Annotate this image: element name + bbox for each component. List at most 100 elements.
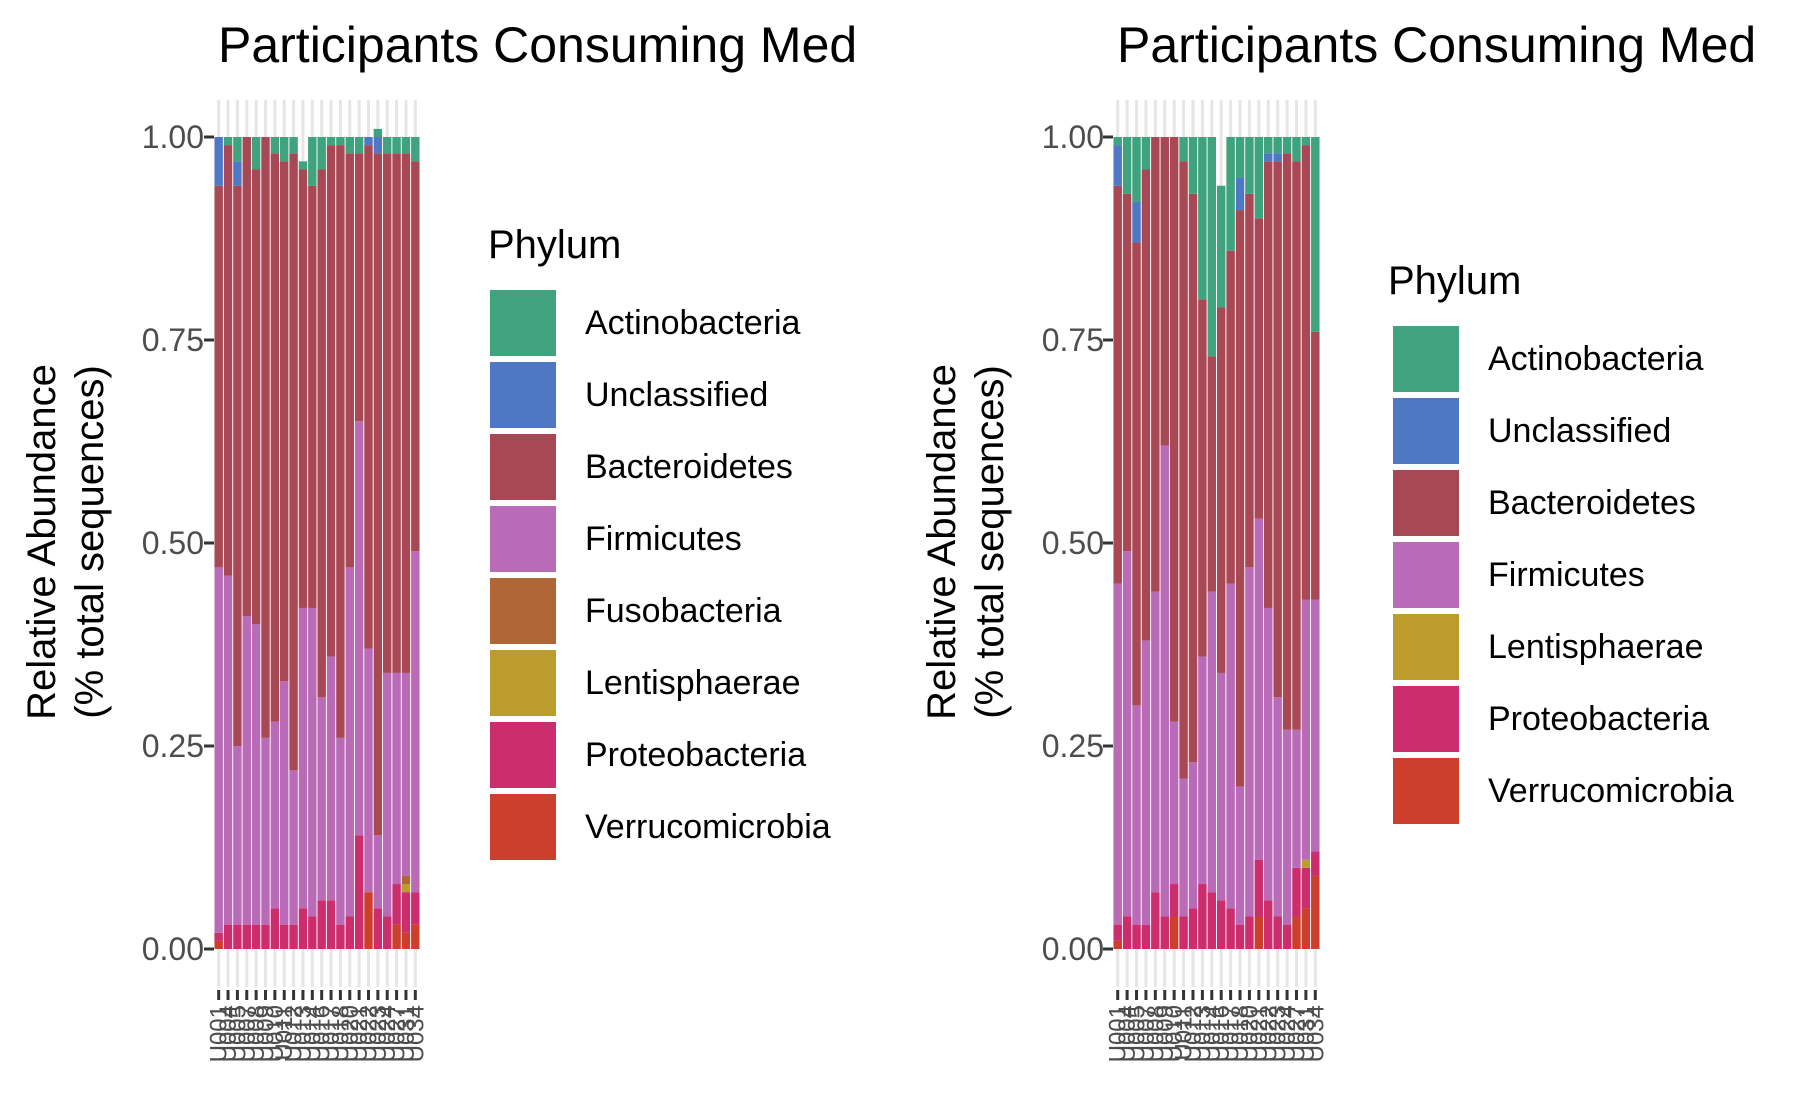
bar-segment [1132, 242, 1141, 706]
bar-segment [401, 153, 411, 673]
legend-label: Actinobacteria [585, 304, 801, 342]
bar-segment [214, 137, 223, 186]
bar-segment [1301, 867, 1311, 909]
bar-segment [1113, 583, 1122, 925]
bar-segment [1235, 786, 1245, 925]
bar-segment [364, 648, 373, 893]
bar-segment [326, 137, 336, 146]
x-tick-label: U024 [374, 1005, 401, 1062]
x-tick-label: U004 [1114, 1005, 1141, 1062]
bar-segment [1169, 884, 1179, 917]
bar-segment [1226, 137, 1235, 251]
y-tick-label: 0.75 [142, 322, 204, 358]
legend-swatch [490, 434, 556, 500]
x-tick-label: U027 [1283, 1005, 1310, 1062]
bar-segment [1198, 137, 1207, 300]
x-tick-label: U014 [1199, 1005, 1226, 1062]
bar-segment [1245, 567, 1254, 917]
legend-label: Actinobacteria [1488, 340, 1704, 378]
legend-swatch [490, 290, 556, 356]
legend-swatch [1393, 542, 1459, 608]
bar-segment [289, 153, 298, 771]
bar-segment [1141, 924, 1151, 949]
x-tick-label: U008 [1142, 1005, 1169, 1062]
bar-segment [1282, 729, 1292, 925]
bar-segment [1226, 583, 1235, 909]
bar-segment [411, 137, 420, 162]
bar-segment [308, 185, 317, 608]
bar-segment [1141, 640, 1151, 925]
bar-segment [242, 924, 251, 949]
bar-segment [401, 672, 411, 876]
x-tick-label: U005 [224, 1005, 251, 1062]
bar-segment [345, 137, 354, 154]
legend-label: Proteobacteria [1488, 700, 1709, 738]
bar-segment [1188, 762, 1198, 909]
legend-label: Firmicutes [585, 520, 742, 558]
bar-segment [326, 900, 336, 949]
y-tick-label: 1.00 [1042, 119, 1104, 155]
bar-segment [1216, 185, 1226, 308]
bar-segment [261, 737, 270, 925]
bar-segment [392, 672, 401, 885]
x-tick-label: U018 [327, 1005, 354, 1062]
bar-segment [1132, 924, 1141, 949]
x-tick-label: U011 [271, 1005, 298, 1061]
chart-panel-left: Participants Consuming Med Relative Abun… [20, 17, 857, 1062]
y-axis-label-line1: Relative Abundance [20, 364, 64, 720]
bar-segment [298, 908, 308, 949]
legend-label: Unclassified [1488, 412, 1671, 450]
bar-segment [1132, 137, 1141, 202]
bars-group [214, 100, 420, 987]
bar-segment [1179, 137, 1188, 162]
x-tick-label: U013 [290, 1005, 317, 1062]
bar-segment [1113, 145, 1122, 186]
bar-segment [1254, 859, 1264, 917]
bar-segment [289, 770, 298, 925]
x-tick-label: U016 [309, 1005, 336, 1062]
bar-segment [1160, 137, 1169, 446]
bar-segment [1122, 551, 1132, 917]
bar-segment [289, 924, 298, 949]
x-tick-label: U007 [1133, 1005, 1160, 1062]
bar-segment [1151, 892, 1160, 949]
y-axis-label-line2: (% total sequences) [68, 365, 112, 719]
bar-segment [233, 746, 242, 925]
bar-segment [354, 153, 364, 422]
bar-segment [1254, 218, 1264, 519]
bar-segment [298, 161, 308, 170]
bar-segment [1292, 729, 1301, 868]
x-tick-label: U017 [318, 1005, 345, 1062]
bar-segment [392, 924, 401, 949]
bar-segment [364, 137, 373, 146]
legend-label: Proteobacteria [585, 736, 806, 774]
bar-segment [1160, 916, 1169, 949]
bar-segment [251, 624, 261, 925]
bar-segment [1198, 884, 1207, 949]
bar-segment [1169, 137, 1179, 722]
x-tick-label: U010 [1161, 1005, 1188, 1062]
bar-segment [392, 884, 401, 925]
bar-segment [401, 892, 411, 933]
x-tick-label: U027 [384, 1005, 411, 1062]
bar-segment [1113, 924, 1122, 941]
x-tick-label: U020 [1236, 1005, 1263, 1062]
x-tick-label: U022 [1255, 1005, 1282, 1062]
bar-segment [1273, 916, 1282, 949]
bar-segment [1132, 201, 1141, 243]
x-axis: U001U004U005U007U008U009U010U011U012U013… [1105, 990, 1329, 1062]
bar-segment [401, 884, 411, 893]
bar-segment [1188, 137, 1198, 194]
bar-segment [1282, 137, 1292, 154]
bar-segment [317, 697, 326, 901]
bar-segment [233, 185, 242, 747]
y-tick-label: 0.00 [142, 931, 204, 967]
y-tick-label: 0.75 [1042, 322, 1104, 358]
bar-segment [336, 737, 345, 925]
bar-segment [1122, 137, 1132, 194]
legend-swatch [490, 506, 556, 572]
bar-segment [411, 924, 420, 949]
bar-segment [1113, 185, 1122, 584]
bar-segment [1245, 137, 1254, 194]
legend-label: Lentisphaerae [585, 664, 801, 702]
